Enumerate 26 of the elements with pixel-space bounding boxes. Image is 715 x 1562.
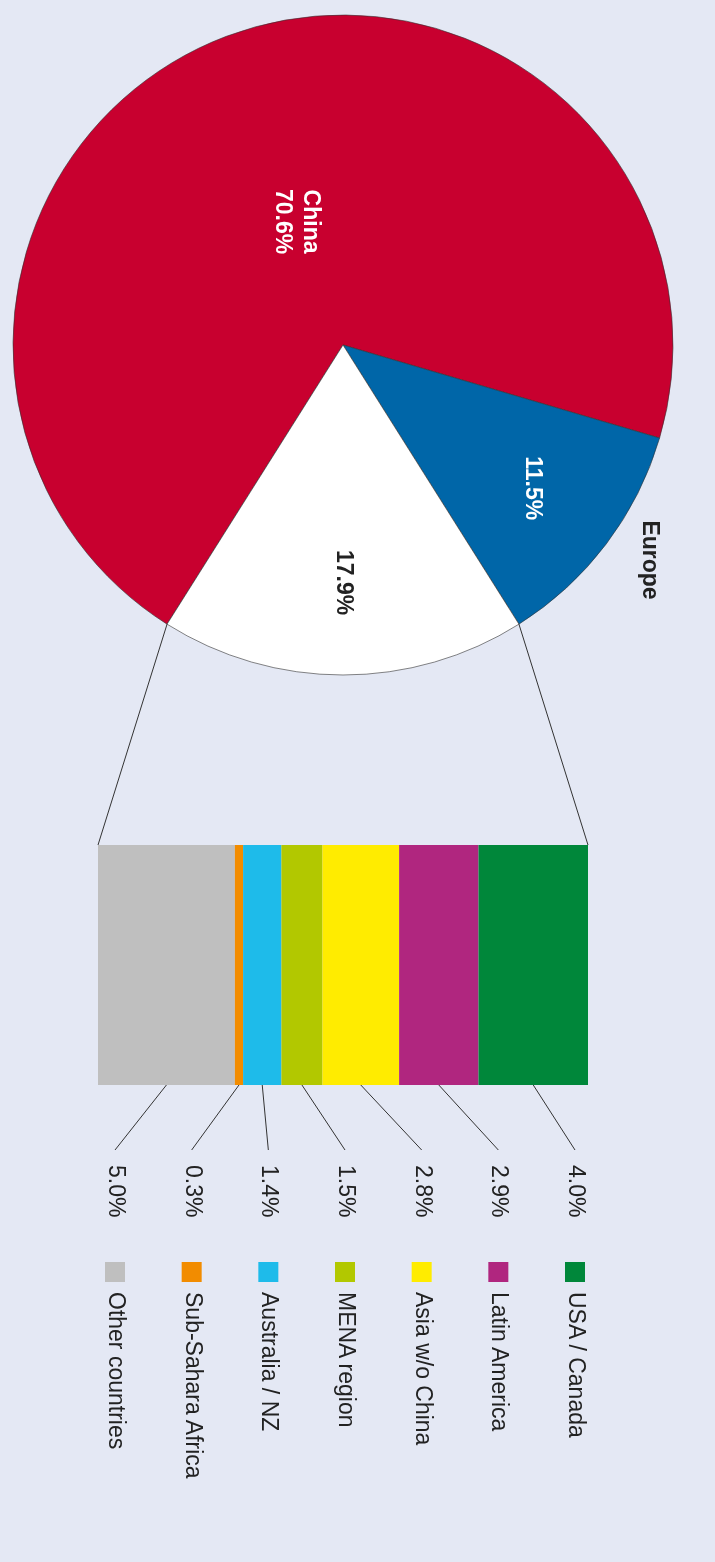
data-label: 2.8%: [410, 1165, 437, 1218]
slice-label: China: [299, 189, 326, 254]
legend-label: USA / Canada: [563, 1292, 590, 1438]
legend-label: Sub-Sahara Africa: [180, 1292, 207, 1479]
data-label: 1.5%: [333, 1165, 360, 1218]
data-label: 0.3%: [180, 1165, 207, 1218]
bar: [234, 845, 244, 1085]
data-label: 2.9%: [487, 1165, 514, 1218]
legend-label: Asia w/o China: [410, 1292, 437, 1446]
slice-label: Europe: [638, 520, 665, 600]
data-label: 1.4%: [257, 1165, 284, 1218]
data-label: 4.0%: [563, 1165, 590, 1218]
data-label: 70.6%: [271, 188, 298, 255]
bar: [98, 845, 235, 1085]
legend-label: Other countries: [103, 1292, 130, 1450]
data-label: 17.9%: [331, 549, 358, 616]
legend-label: MENA region: [333, 1292, 360, 1428]
bar: [399, 845, 479, 1085]
data-label: 11.5%: [521, 456, 548, 521]
legend-label: Australia / NZ: [257, 1292, 284, 1432]
data-label: 5.0%: [103, 1165, 130, 1218]
bar: [281, 845, 323, 1085]
legend-label: Latin America: [487, 1292, 514, 1432]
bar: [243, 845, 282, 1085]
bar: [322, 845, 400, 1085]
bar: [478, 845, 588, 1085]
